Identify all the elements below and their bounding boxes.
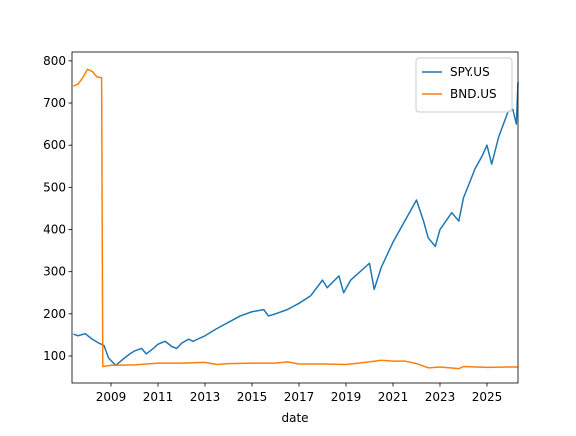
x-tick-label: 2011 xyxy=(143,390,174,404)
y-tick-label: 600 xyxy=(43,138,66,152)
x-tick-label: 2013 xyxy=(190,390,221,404)
x-tick-label: 2023 xyxy=(425,390,456,404)
x-tick-label: 2021 xyxy=(378,390,409,404)
y-tick-label: 100 xyxy=(43,349,66,363)
legend-label: SPY.US xyxy=(450,65,490,79)
x-tick-label: 2019 xyxy=(331,390,362,404)
y-tick-label: 200 xyxy=(43,307,66,321)
y-tick-label: 300 xyxy=(43,265,66,279)
y-tick-label: 500 xyxy=(43,180,66,194)
series-line xyxy=(73,81,519,367)
x-tick-label: 2017 xyxy=(284,390,315,404)
y-tick-label: 800 xyxy=(43,54,66,68)
axes-frame xyxy=(71,51,519,384)
y-tick-label: 400 xyxy=(43,223,66,237)
series-line xyxy=(73,68,518,370)
y-tick-label: 700 xyxy=(43,96,66,110)
x-axis-label: date xyxy=(281,411,308,425)
x-tick-label: 2015 xyxy=(237,390,268,404)
x-tick-label: 2009 xyxy=(96,390,127,404)
legend-label: BND.US xyxy=(450,87,497,101)
x-tick-label: 2025 xyxy=(472,390,503,404)
